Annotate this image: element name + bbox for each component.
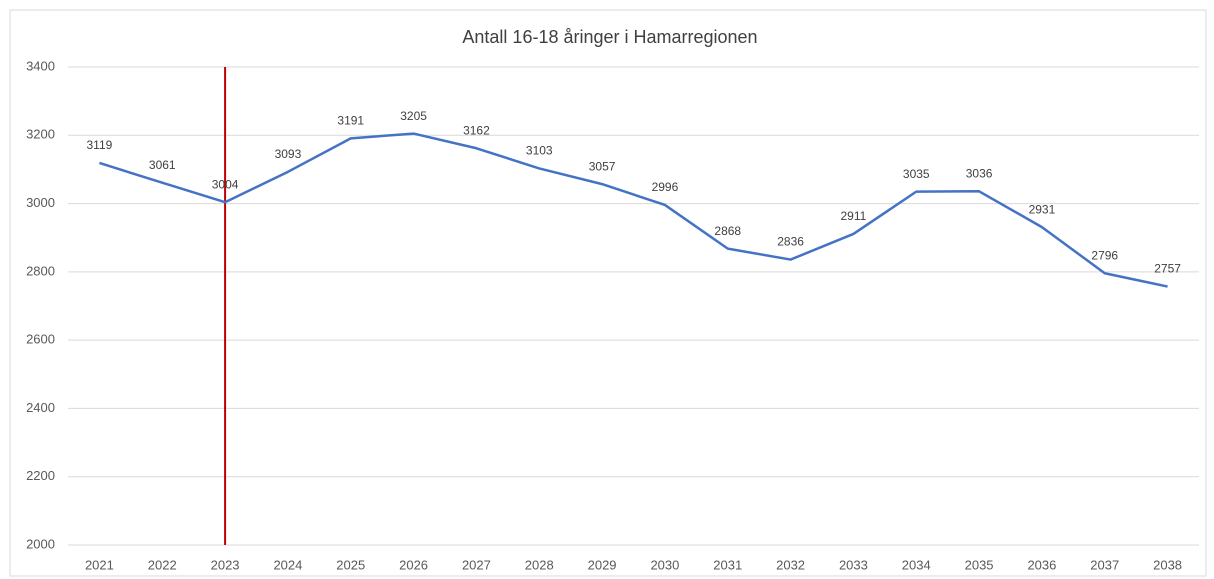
data-label: 3036: [966, 166, 993, 180]
chart-title: Antall 16-18 åringer i Hamarregionen: [462, 27, 757, 47]
x-tick-label: 2033: [839, 557, 868, 572]
data-label: 3057: [589, 159, 616, 173]
x-tick-label: 2027: [462, 557, 491, 572]
x-tick-label: 2029: [588, 557, 617, 572]
x-tick-label: 2025: [336, 557, 365, 572]
x-tick-label: 2034: [902, 557, 931, 572]
data-label: 3093: [275, 147, 302, 161]
data-label: 2931: [1029, 202, 1056, 216]
y-tick-label: 2200: [26, 468, 55, 483]
y-tick-label: 2400: [26, 400, 55, 415]
x-tick-label: 2036: [1027, 557, 1056, 572]
data-label: 3103: [526, 144, 553, 158]
line-series: [99, 132, 1168, 288]
data-label: 2757: [1154, 262, 1181, 276]
x-tick-label: 2024: [273, 557, 302, 572]
x-tick-label: 2038: [1153, 557, 1182, 572]
data-label: 3191: [337, 114, 364, 128]
x-tick-label: 2022: [148, 557, 177, 572]
y-tick-label: 2600: [26, 332, 55, 347]
y-tick-label: 3200: [26, 127, 55, 142]
data-label: 3061: [149, 158, 176, 172]
y-tick-label: 2800: [26, 263, 55, 278]
data-label: 2996: [652, 180, 679, 194]
chart-border: [9, 9, 1207, 577]
x-tick-label: 2032: [776, 557, 805, 572]
x-tick-label: 2028: [525, 557, 554, 572]
data-label: 3004: [212, 177, 239, 191]
x-tick-label: 2037: [1090, 557, 1119, 572]
data-label: 3119: [87, 138, 113, 152]
data-label: 2911: [841, 209, 867, 223]
data-label: 2868: [714, 224, 741, 238]
x-tick-label: 2023: [211, 557, 240, 572]
x-tick-label: 2026: [399, 557, 428, 572]
data-label: 2836: [777, 235, 804, 249]
y-tick-label: 3400: [26, 58, 55, 73]
x-tick-label: 2021: [85, 557, 114, 572]
y-tick-label: 2000: [26, 536, 55, 551]
data-label: 2796: [1091, 248, 1118, 262]
x-tick-label: 2031: [713, 557, 742, 572]
data-label: 3205: [400, 109, 427, 123]
data-label: 3162: [463, 123, 490, 137]
x-tick-label: 2030: [650, 557, 679, 572]
y-tick-label: 3000: [26, 195, 55, 210]
data-label: 3035: [903, 167, 930, 181]
x-tick-label: 2035: [965, 557, 994, 572]
